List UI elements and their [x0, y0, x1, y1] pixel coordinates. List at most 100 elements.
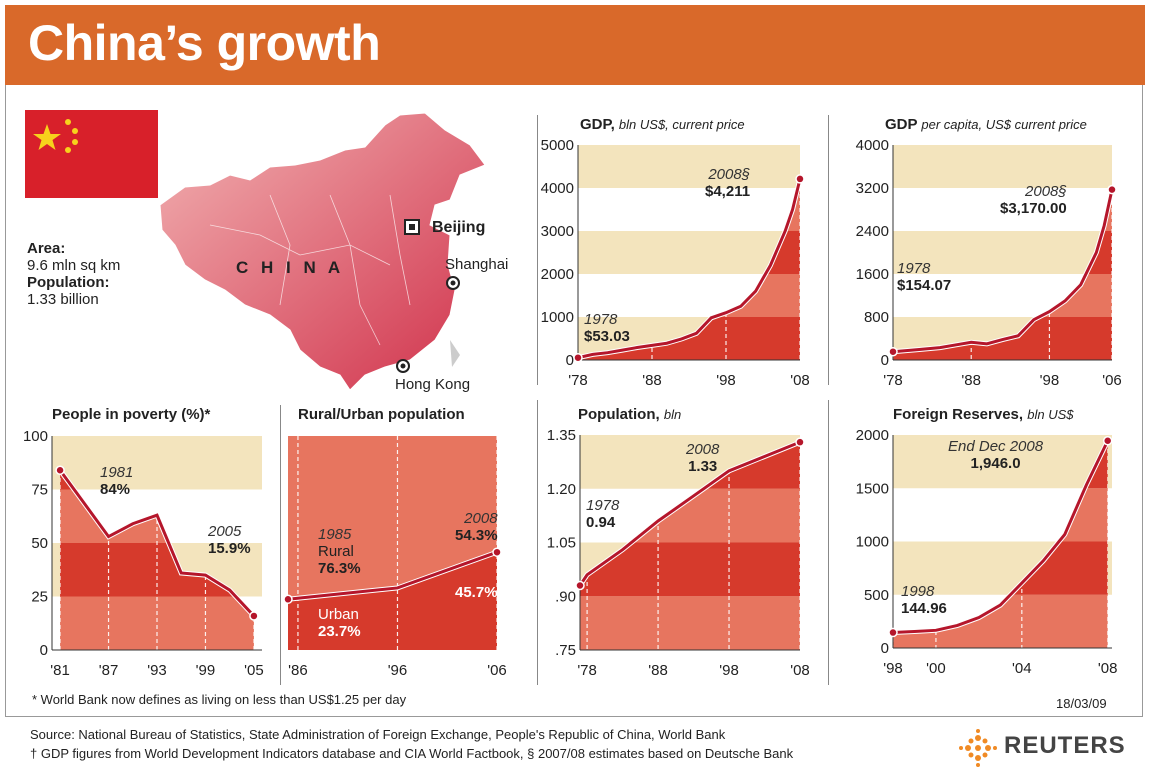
china-map [159, 112, 486, 391]
y-tick-label: 50 [31, 535, 48, 552]
band [893, 231, 1112, 274]
y-tick-label: .90 [555, 588, 576, 605]
y-tick-label: 75 [31, 482, 48, 499]
x-tick-label: '88 [961, 372, 981, 389]
x-tick-label: '81 [50, 662, 70, 679]
y-tick-label: 1600 [856, 266, 889, 283]
reserves-annotation-end: End Dec 2008 1,946.0 [948, 438, 1044, 472]
chart-4: '78 '88 '98 '08 .75 .90 1.05 1.20 1.35 [547, 427, 810, 679]
x-tick-label: '04 [1012, 660, 1032, 677]
band [893, 435, 1112, 489]
x-tick-label: '98 [1040, 372, 1060, 389]
data-point-marker [888, 346, 898, 357]
band [578, 231, 800, 274]
y-tick-label: 5000 [541, 137, 574, 154]
data-point-marker [1107, 184, 1117, 195]
reserves-annotation-start: 1998 144.96 [901, 583, 947, 617]
gdp-per-capita-chart-title: GDP per capita, US$ current price [885, 116, 1087, 133]
y-tick-label: 800 [864, 309, 889, 326]
y-tick-label: 1000 [541, 309, 574, 326]
x-tick-label: '87 [99, 662, 119, 679]
divider [537, 400, 538, 685]
rural-2008-annotation: 2008 54.3% [455, 510, 498, 544]
poverty-annotation-end: 2005 15.9% [208, 523, 251, 557]
series-line [892, 189, 1114, 354]
x-tick-label: '06 [487, 662, 507, 679]
gdp-pc-annotation-start: 1978 $154.07 [897, 260, 952, 294]
x-tick-label: '98 [716, 372, 736, 389]
y-tick-label: 3200 [856, 180, 889, 197]
x-tick-label: '78 [577, 662, 597, 679]
data-point-marker [55, 465, 65, 475]
urban-annotation: Urban 23.7% [318, 606, 361, 640]
y-tick-label: 4000 [856, 137, 889, 154]
band [52, 436, 262, 490]
gdp-chart-title: GDP, bln US$, current price [580, 116, 745, 133]
population-value: 1.33 billion [27, 291, 99, 308]
gdp-pc-annotation-end: 2008§ $3,170.00 [1000, 183, 1067, 217]
urban-2008-annotation: 45.7% [455, 584, 498, 601]
y-tick-label: 25 [31, 589, 48, 606]
data-point-marker [283, 594, 293, 605]
china-flag [25, 110, 158, 198]
map-country-label: C H I N A [236, 258, 345, 277]
star-icon [33, 124, 61, 150]
series-line [58, 469, 256, 617]
urban-area [288, 552, 497, 650]
chart-5: '98 '00 '04 '08 0 500 1000 1500 2000 [856, 427, 1118, 677]
gdp-annotation-end: 2008§ $4,211 [705, 166, 751, 200]
reuters-logo-text: REUTERS [1004, 732, 1126, 759]
rural-annotation: 1985 Rural 76.3% [318, 526, 361, 577]
data-point-marker [249, 611, 259, 621]
band [893, 145, 1112, 188]
map-city-hongkong: Hong Kong [395, 376, 471, 393]
y-tick-label: 2400 [856, 223, 889, 240]
x-tick-label: '05 [244, 662, 264, 679]
y-tick-label: 1500 [856, 480, 889, 497]
divider [280, 405, 281, 685]
content-frame [5, 85, 1143, 717]
x-tick-label: '08 [790, 662, 810, 679]
y-tick-label: 0 [881, 352, 889, 369]
country-facts: Area: 9.6 mln sq km Population: 1.33 bil… [27, 240, 120, 308]
source-line-2: † GDP figures from World Development Ind… [30, 746, 794, 761]
data-point-marker [795, 437, 805, 447]
area-band [580, 596, 800, 650]
x-tick-label: '08 [1098, 660, 1118, 677]
header-bar [5, 5, 1145, 85]
y-tick-label: 1.05 [547, 535, 576, 552]
x-tick-label: '78 [568, 372, 588, 389]
reuters-logo-icon [959, 729, 997, 767]
area-label: Area: [27, 240, 66, 257]
series-line [578, 440, 801, 587]
band [578, 188, 800, 231]
y-tick-label: .75 [555, 642, 576, 659]
china-outline [159, 112, 486, 391]
population-label: Population: [27, 274, 110, 291]
data-point-marker [575, 580, 585, 591]
x-tick-label: '00 [926, 660, 946, 677]
star-icon [65, 147, 71, 153]
data-point-marker [492, 547, 502, 557]
data-point-marker [573, 352, 583, 363]
x-tick-label: '78 [883, 372, 903, 389]
y-tick-label: 100 [23, 428, 48, 445]
population-annotation-end: 2008 1.33 [686, 441, 720, 475]
gdp-annotation-start: 1978 $53.03 [584, 311, 630, 345]
date-label: 18/03/09 [1056, 696, 1107, 711]
poverty-annotation-start: 1981 84% [100, 464, 134, 498]
divider [828, 115, 829, 385]
y-tick-label: 1000 [856, 534, 889, 551]
data-point-marker [795, 174, 805, 184]
chart-1: '78 '88 '98 '06 0 800 1600 2400 3200 4000 [856, 137, 1122, 389]
series-line [287, 550, 498, 601]
poverty-chart-title: People in poverty (%)* [52, 406, 211, 423]
band [578, 145, 800, 188]
band [893, 188, 1112, 231]
x-tick-label: '08 [790, 372, 810, 389]
y-tick-label: 0 [881, 640, 889, 657]
y-tick-label: 4000 [541, 180, 574, 197]
population-annotation-start: 1978 0.94 [586, 497, 620, 531]
area-value: 9.6 mln sq km [27, 257, 121, 274]
